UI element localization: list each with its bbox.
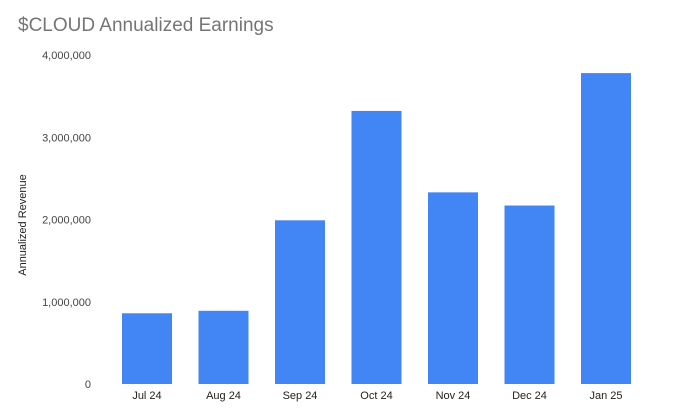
y-tick-label: 2,000,000 bbox=[42, 215, 91, 227]
y-tick-label: 1,000,000 bbox=[42, 297, 91, 309]
bar[interactable] bbox=[275, 220, 325, 384]
x-tick-label: Jul 24 bbox=[132, 390, 161, 402]
x-tick-label: Oct 24 bbox=[360, 390, 392, 402]
bar[interactable] bbox=[428, 192, 478, 384]
chart-title: $CLOUD Annualized Earnings bbox=[18, 15, 274, 36]
x-tick-label: Dec 24 bbox=[512, 390, 547, 402]
y-tick-label: 0 bbox=[85, 379, 91, 391]
x-tick-label: Aug 24 bbox=[206, 390, 241, 402]
x-tick-label: Nov 24 bbox=[436, 390, 471, 402]
x-tick-label: Jan 25 bbox=[589, 390, 622, 402]
bar[interactable] bbox=[122, 313, 172, 384]
x-tick-label: Sep 24 bbox=[283, 390, 318, 402]
y-tick-label: 3,000,000 bbox=[42, 132, 91, 144]
bar[interactable] bbox=[581, 73, 631, 384]
bar[interactable] bbox=[504, 205, 555, 384]
bar[interactable] bbox=[351, 110, 402, 385]
bar[interactable] bbox=[198, 310, 249, 384]
y-tick-label: 4,000,000 bbox=[42, 50, 91, 62]
